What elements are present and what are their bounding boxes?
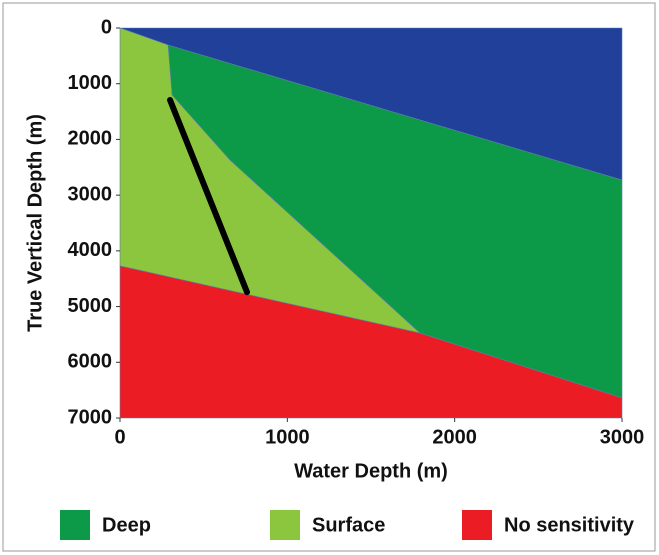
- x-tick-label: 0: [114, 426, 125, 448]
- legend-label: Surface: [312, 514, 385, 536]
- region: [119, 265, 623, 419]
- y-tick-label: 4000: [68, 239, 113, 261]
- y-tick-label: 0: [101, 16, 112, 38]
- legend-label: No sensitivity: [504, 514, 635, 536]
- legend-label: Deep: [102, 514, 151, 536]
- x-tick-label: 3000: [600, 426, 645, 448]
- legend-swatch: [270, 510, 300, 540]
- y-tick-label: 2000: [68, 128, 113, 150]
- x-tick-label: 1000: [265, 426, 310, 448]
- y-axis-label: True Vertical Depth (m): [24, 114, 46, 332]
- y-tick-label: 5000: [68, 295, 113, 317]
- y-tick-label: 7000: [68, 406, 113, 428]
- legend-swatch: [462, 510, 492, 540]
- well-path: [167, 97, 251, 296]
- legend-swatch: [60, 510, 90, 540]
- x-tick-label: 2000: [432, 426, 477, 448]
- x-axis-label: Water Depth (m): [294, 460, 448, 482]
- y-tick-label: 1000: [68, 72, 113, 94]
- y-tick-label: 3000: [68, 183, 113, 205]
- y-tick-label: 6000: [68, 351, 113, 373]
